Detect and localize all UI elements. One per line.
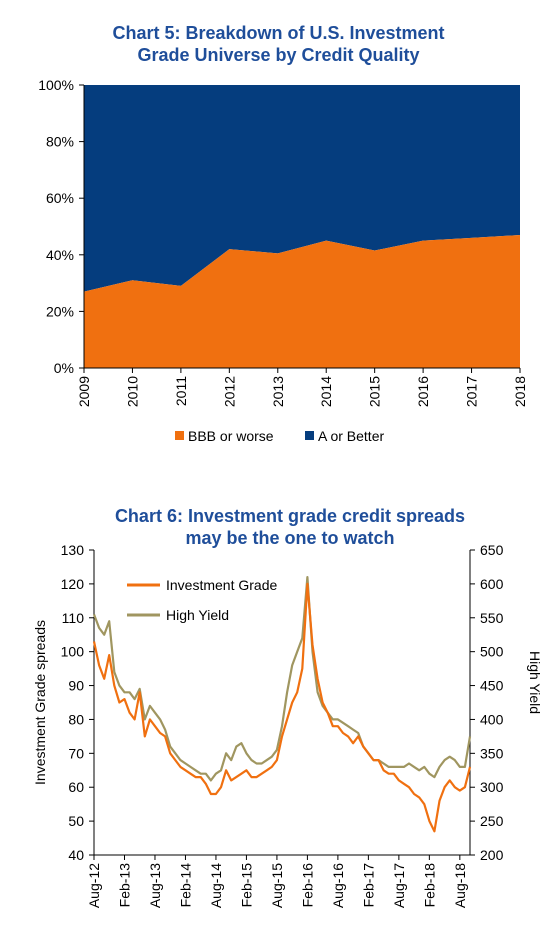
legend-label: A or Better — [318, 428, 384, 444]
y2-axis-title: High Yield — [527, 651, 543, 714]
x-tick-label: 2016 — [415, 376, 431, 407]
series-a-or-better-area — [84, 85, 520, 292]
y2-tick-label: 200 — [480, 847, 504, 863]
x-tick-label: Feb-14 — [177, 863, 193, 908]
x-tick-label: Aug-13 — [147, 863, 163, 908]
x-tick-label: Feb-18 — [421, 863, 437, 908]
chart-6-title-line1: Chart 6: Investment grade credit spreads — [114, 506, 466, 526]
x-tick-label: 2012 — [221, 376, 237, 407]
series-bbb-or-worse-area — [84, 234, 520, 368]
y-tick-label: 60 — [68, 779, 84, 795]
y-tick-label: 100% — [38, 77, 74, 93]
x-tick-label: Feb-15 — [238, 863, 254, 908]
y2-tick-label: 250 — [480, 813, 504, 829]
y-tick-label: 80% — [46, 134, 74, 150]
y-tick-label: 80 — [68, 711, 84, 727]
y-tick-label: 120 — [61, 576, 85, 592]
x-tick-label: Aug-17 — [391, 863, 407, 908]
x-tick-label: Aug-15 — [269, 863, 285, 908]
y-tick-label: 40% — [46, 247, 74, 263]
chart-5-title-line2: Grade Universe by Credit Quality — [137, 45, 420, 65]
series-line-investment-grade — [92, 582, 472, 833]
x-tick-label: 2014 — [318, 376, 334, 407]
y-axis-title: Investment Grade spreads — [32, 620, 48, 785]
x-tick-label: 2017 — [464, 376, 480, 407]
y2-tick-label: 300 — [480, 779, 504, 795]
x-tick-label: 2009 — [76, 376, 92, 407]
y2-tick-label: 550 — [480, 610, 504, 626]
x-tick-label: Aug-18 — [452, 863, 468, 908]
y-tick-label: 60% — [46, 190, 74, 206]
chart-5-area-chart: 0% 20% 40% 60% 80% 100% 2009 2010 2011 2012 2013 20… — [38, 77, 528, 444]
x-tick-label: Aug-16 — [330, 863, 346, 908]
x-tick-label: 2013 — [270, 376, 286, 407]
y-tick-label: 0% — [54, 360, 74, 376]
y2-tick-label: 350 — [480, 745, 504, 761]
chart-6-title: Chart 6: Investment grade credit spreads… — [50, 505, 530, 549]
chart-5-title-line1: Chart 5: Breakdown of U.S. Investment — [112, 23, 445, 43]
legend-swatch — [305, 431, 314, 440]
y-tick-label: 40 — [68, 847, 84, 863]
legend-label: High Yield — [166, 607, 229, 623]
x-tick-label: 2015 — [367, 376, 383, 407]
chart-6-title-line2: may be the one to watch — [185, 528, 395, 548]
x-tick-label: Aug-12 — [86, 863, 102, 908]
x-tick-label: 2011 — [173, 376, 189, 406]
chart-5-title: Chart 5: Breakdown of U.S. Investment Gr… — [0, 22, 557, 66]
x-tick-label: Feb-16 — [299, 863, 315, 908]
series-line-high-yield — [92, 576, 472, 782]
x-tick-label: 2018 — [512, 376, 528, 407]
y-tick-label: 50 — [68, 813, 84, 829]
legend-swatch — [175, 431, 184, 440]
y2-tick-label: 400 — [480, 711, 504, 727]
y-tick-label: 110 — [62, 610, 85, 626]
y-tick-label: 100 — [61, 644, 85, 660]
y-tick-label: 20% — [46, 303, 74, 319]
legend-label: Investment Grade — [166, 577, 277, 593]
x-tick-label: Feb-13 — [116, 863, 132, 908]
y2-tick-label: 600 — [480, 576, 504, 592]
y2-tick-label: 500 — [480, 644, 504, 660]
y2-tick-label: 450 — [480, 678, 504, 694]
legend-label: BBB or worse — [188, 428, 274, 444]
y-tick-label: 70 — [68, 745, 84, 761]
x-tick-label: Feb-17 — [360, 863, 376, 908]
y-tick-label: 90 — [68, 678, 84, 694]
x-tick-label: Aug-14 — [208, 863, 224, 908]
x-tick-label: 2010 — [124, 376, 140, 407]
